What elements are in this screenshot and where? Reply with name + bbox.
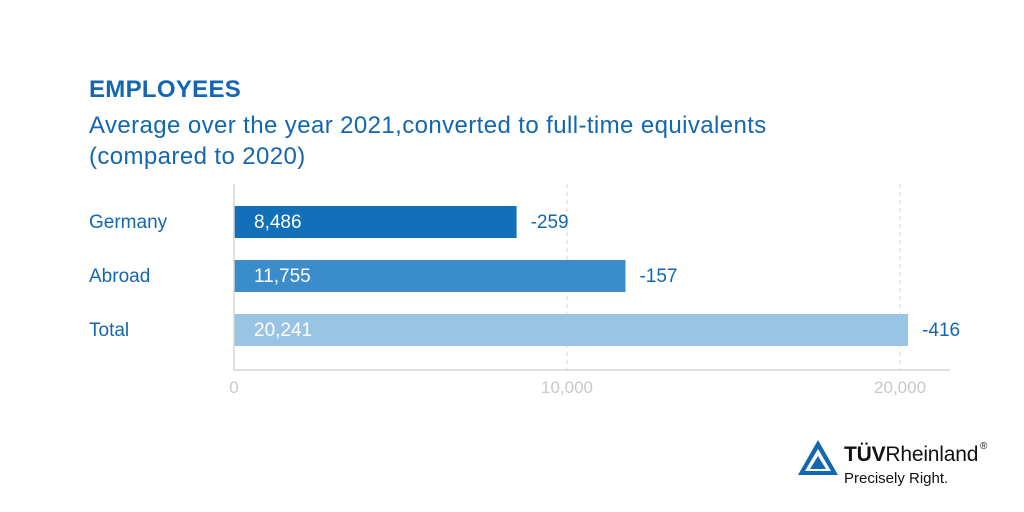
bar-value-label: 11,755 xyxy=(254,266,311,287)
change-label: -259 xyxy=(531,212,569,233)
logo-brand-name: TÜVRheinland xyxy=(844,443,978,467)
bars: Germany 8,486 -259 Abroad 11,755 -157 Total 20,… xyxy=(89,206,960,346)
change-label: -416 xyxy=(922,320,960,341)
category-label: Germany xyxy=(89,212,168,233)
x-tick-label: 10,000 xyxy=(541,378,593,397)
logo-brand-bold: TÜV xyxy=(844,443,886,466)
bar xyxy=(234,260,626,292)
category-label: Abroad xyxy=(89,266,150,287)
logo-registered-mark: ® xyxy=(980,441,988,452)
tuv-rheinland-logo: TÜVRheinland ® Precisely Right. xyxy=(796,438,1006,494)
chart-subtitle: Average over the year 2021,converted to … xyxy=(89,110,949,172)
chart-subtitle-line-2: (compared to 2020) xyxy=(89,143,306,170)
category-label: Total xyxy=(89,320,129,341)
tuv-triangle-icon xyxy=(798,440,838,475)
chart-title: EMPLOYEES xyxy=(89,76,242,103)
x-axis: 0 10,000 20,000 xyxy=(229,184,950,397)
logo-brand-rest: Rheinland xyxy=(885,443,979,466)
bar xyxy=(234,314,909,346)
logo-tagline: Precisely Right. xyxy=(844,470,949,487)
bar-value-label: 20,241 xyxy=(254,320,312,341)
change-label: -157 xyxy=(639,266,677,287)
employees-bar-chart: Germany 8,486 -259 Abroad 11,755 -157 Total 20,… xyxy=(89,184,960,397)
x-tick-label: 0 xyxy=(229,378,238,397)
x-tick-label: 20,000 xyxy=(874,378,926,397)
bar xyxy=(234,206,517,238)
chart-subtitle-line-1: Average over the year 2021,converted to … xyxy=(89,112,767,139)
bar-value-label: 8,486 xyxy=(254,212,302,233)
